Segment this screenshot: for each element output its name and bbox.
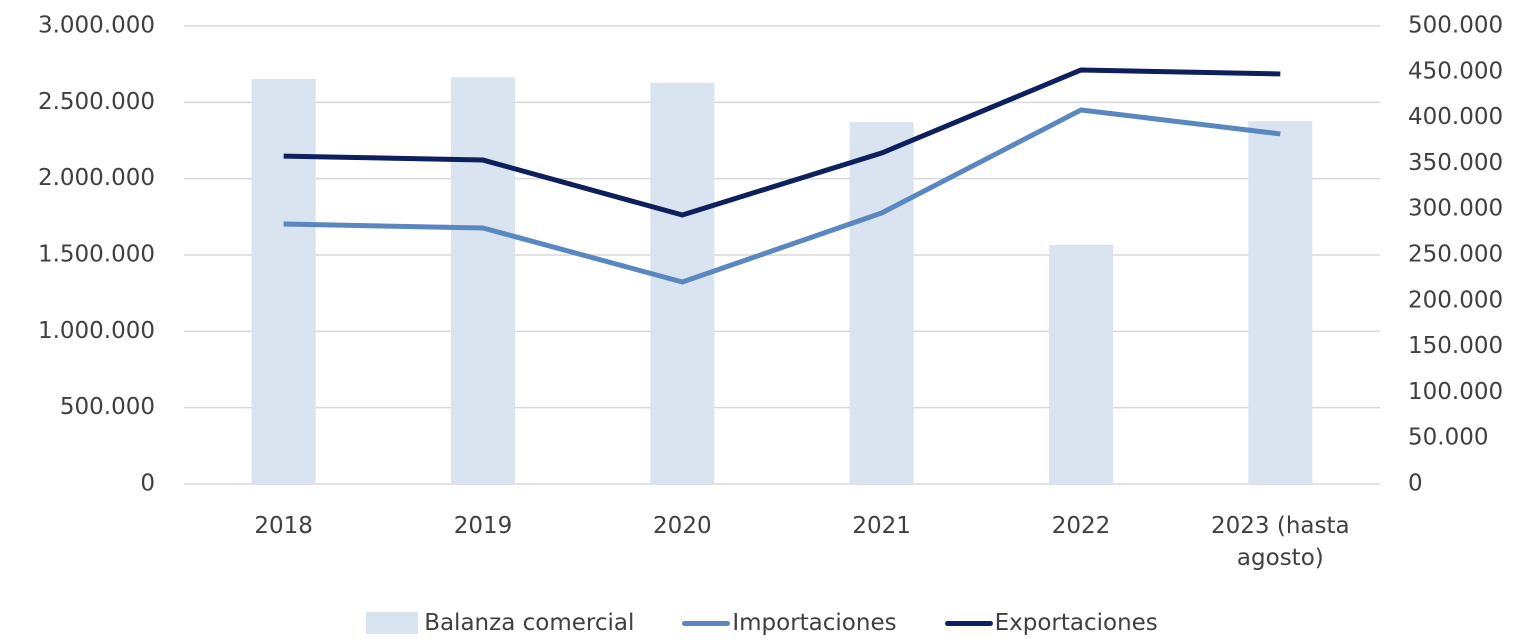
- x-tick-label: 2022: [1051, 513, 1111, 539]
- x-tick-label: 2019: [453, 513, 513, 539]
- legend-swatch: [366, 612, 419, 634]
- y2-tick-label: 250.000: [1408, 242, 1503, 268]
- y2-tick-label: 200.000: [1408, 287, 1503, 313]
- x-tick-label: 2020: [653, 513, 712, 539]
- y2-tick-label: 450.000: [1408, 58, 1503, 84]
- legend: Balanza comercial Importaciones Exportacio…: [0, 610, 1524, 636]
- legend-swatch: [944, 620, 993, 626]
- y2-tick-label: 300.000: [1408, 196, 1503, 222]
- y2-tick-label: 100.000: [1408, 379, 1503, 405]
- y2-tick-label: 50.000: [1408, 425, 1488, 451]
- y2-tick-label: 400.000: [1408, 104, 1503, 130]
- legend-label: Importaciones: [732, 610, 897, 636]
- y-tick-label: 1.000.000: [38, 318, 155, 344]
- legend-label: Exportaciones: [994, 610, 1158, 636]
- y-tick-label: 1.500.000: [38, 242, 155, 268]
- line: [283, 107, 1281, 285]
- y-tick-label: 3.000.000: [38, 13, 155, 39]
- legend-item: Exportaciones: [944, 610, 1158, 636]
- legend-label: Balanza comercial: [424, 610, 635, 636]
- y2-tick-label: 150.000: [1408, 333, 1503, 359]
- bar: [251, 79, 316, 485]
- line: [283, 67, 1281, 218]
- y-tick-label: 500.000: [60, 394, 155, 420]
- bar: [849, 122, 914, 485]
- bar: [451, 77, 515, 485]
- bar: [1248, 121, 1313, 484]
- y2-tick-label: 500.000: [1408, 13, 1503, 39]
- y2-tick-label: 350.000: [1408, 150, 1503, 176]
- y-tick-label: 2.000.000: [38, 165, 155, 191]
- x-tick-label: 2021: [852, 513, 911, 539]
- y-tick-label: 2.500.000: [38, 89, 155, 115]
- x-tick-label: 2023 (hasta agosto): [1211, 513, 1350, 571]
- legend-item: Balanza comercial: [366, 610, 634, 636]
- bar: [1049, 244, 1113, 484]
- y2-tick-label: 0: [1408, 471, 1423, 497]
- x-tick-label: 2018: [254, 513, 313, 539]
- legend-item: Importaciones: [682, 610, 897, 636]
- y-tick-label: 0: [140, 471, 155, 497]
- legend-swatch: [682, 620, 731, 626]
